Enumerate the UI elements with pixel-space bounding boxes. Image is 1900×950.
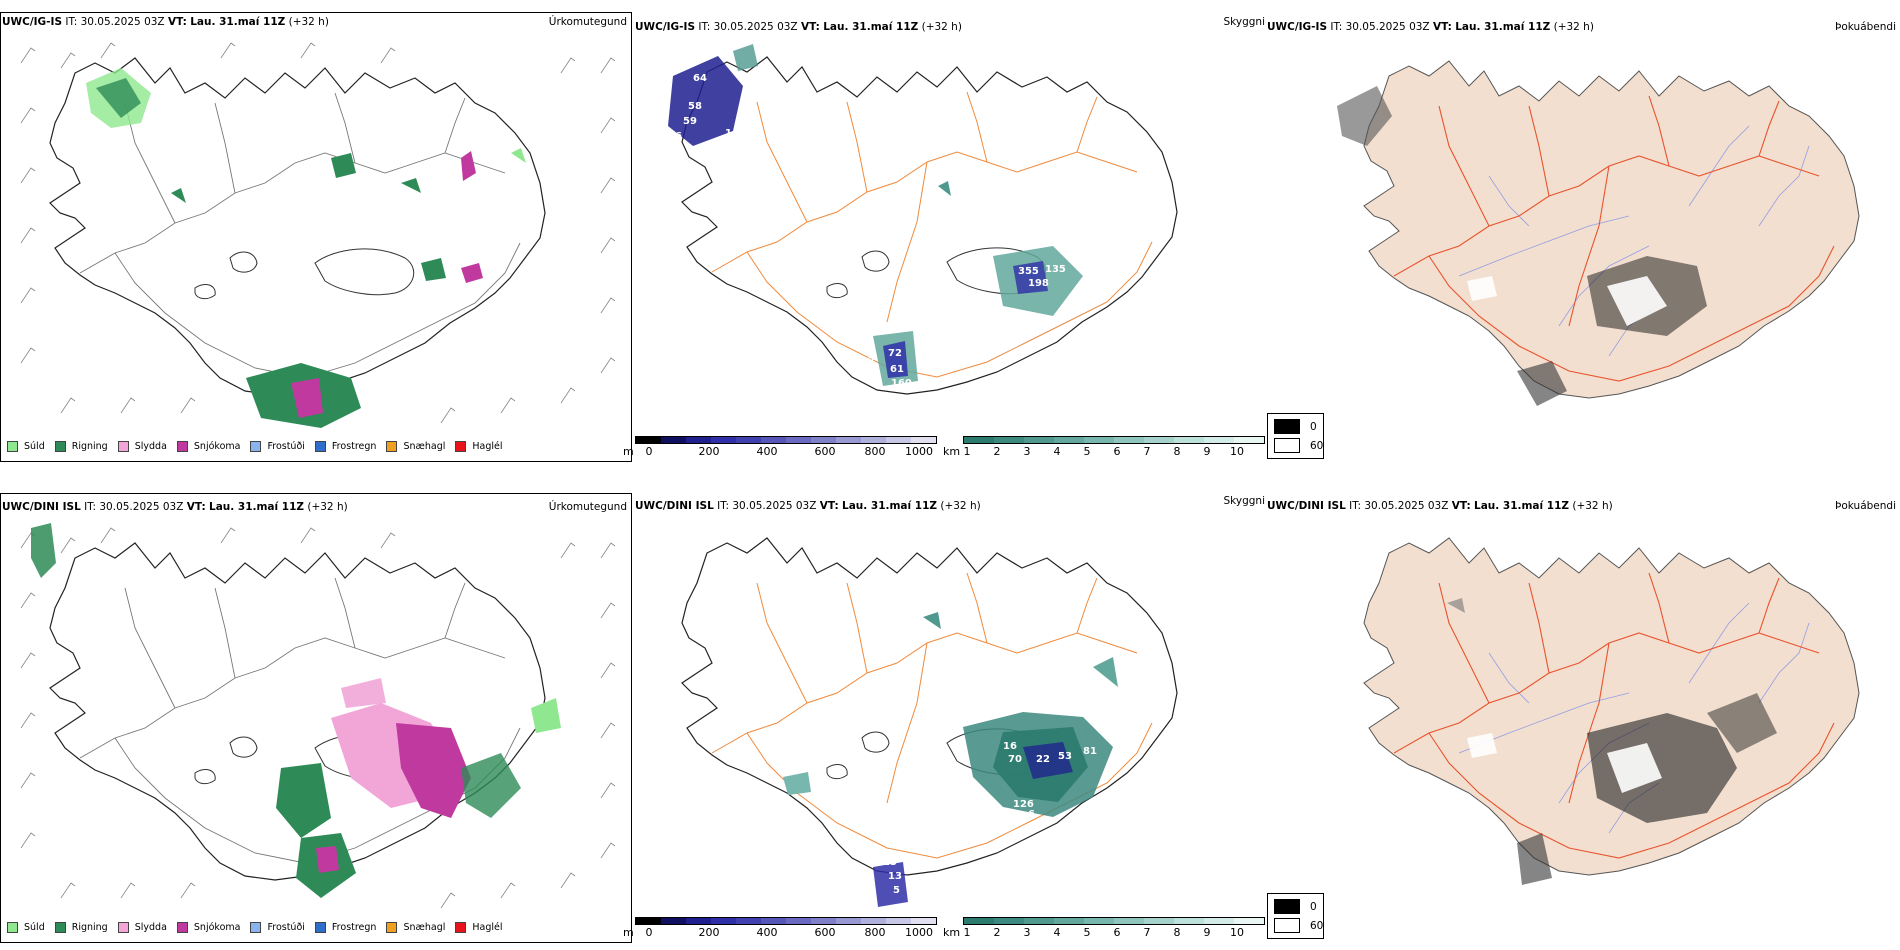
legend-item: Haglél [455,922,503,933]
visibility-unit: km [943,445,961,458]
visibility-panel-row1: UWC/IG-IS IT: 30.05.2025 03Z VT: Lau. 31… [623,12,1266,462]
legend-swatch [314,441,326,452]
precip-areas [31,523,561,898]
panel-header: UWC/IG-IS IT: 30.05.2025 03Z VT: Lau. 31… [635,21,962,33]
cell-label: 58 [688,101,702,112]
cell-label: 5 [893,885,900,896]
legend-item: Snjókoma [176,922,240,933]
cell-label: 6 [675,131,682,142]
fog-map [1267,513,1900,885]
fog-panel-row2: UWC/DINI ISL IT: 30.05.2025 03Z VT: Lau.… [1267,493,1900,893]
fog-map [1337,36,1900,406]
visibility-colorbar: km 1 2 3 4 5 6 7 8 9 10 [943,436,1265,458]
visibility-unit: km [943,926,961,939]
precip-panel-row2: UWC/DINI ISL IT: 30.05.2025 03Z VT: Lau.… [0,493,632,943]
legend-swatch [250,922,262,933]
legend-item: Haglél [455,441,503,452]
cell-label: 16 [1003,741,1017,752]
legend-swatch [250,441,262,452]
legend-swatch [176,922,188,933]
legend-item: Frostúði [250,441,305,452]
cell-label: 126 [1013,799,1034,810]
fog-legend-row2: 0 60 [1267,893,1324,939]
panel-header: UWC/IG-IS IT: 30.05.2025 03Z VT: Lau. 31… [1267,21,1594,33]
cell-label: 7 [868,356,875,367]
legend-swatch [386,922,398,933]
cell-label: 70 [1008,754,1022,765]
cell-label: 53 [1058,751,1072,762]
fog-panel-row1: UWC/IG-IS IT: 30.05.2025 03Z VT: Lau. 31… [1267,12,1900,412]
legend-swatch [117,441,129,452]
cell-label: 56 [978,677,992,688]
fog-areas [1337,86,1707,406]
precip-map [20,42,616,428]
fog-title: Þokuábendi [1835,500,1896,512]
cell-label: 160 [891,378,912,389]
legend-item: Rigning [54,441,108,452]
precip-legend: Súld Rigning Slydda Snjókoma Frostúði Fr… [7,922,503,933]
cell-label: 13 [888,871,902,882]
legend-item: Slydda [117,922,167,933]
precip-legend: Súld Rigning Slydda Snjókoma Frostúði Fr… [7,441,503,452]
cloudbase-colorbar: m 0 200 400 600 800 1000 [623,917,937,939]
legend-swatch [455,922,467,933]
panel-header: UWC/DINI ISL IT: 30.05.2025 03Z VT: Lau.… [635,500,981,512]
fog-areas [1447,598,1777,885]
fog-title: Þokuábendi [1835,21,1896,33]
cell-label: 22 [1036,754,1050,765]
legend-item: Snæhagl [386,922,445,933]
cell-label: 59 [683,116,697,127]
legend-item: Frostúði [250,922,305,933]
cloud-cells [783,612,1118,907]
cell-label: 198 [1028,278,1049,289]
legend-item: Súld [7,922,45,933]
cell-labels: 64 58 59 6 355 135 198 72 61 160 7 1 [675,73,1066,389]
legend-swatch [54,441,66,452]
legend-item: Frostregn [314,441,376,452]
cell-label: 1 [725,128,732,139]
legend-item: Frostregn [314,922,376,933]
legend-item: Snjókoma [176,441,240,452]
visibility-map: 64 58 59 6 355 135 198 72 61 160 7 1 [668,44,1263,436]
cell-label: 61 [890,364,904,375]
legend-item: Súld [7,441,45,452]
panel-header: UWC/IG-IS IT: 30.05.2025 03Z VT: Lau. 31… [2,16,329,28]
visibility-colorbar: km 1 2 3 4 5 6 7 8 9 10 [943,917,1265,939]
cloudbase-colorbar: m 0 200 400 600 800 1000 [623,436,937,458]
visibility-map: 56 16 70 22 53 81 126 6 25 13 5 [633,517,1263,907]
cell-label: 72 [888,348,902,359]
legend-swatch [455,441,467,452]
cloud-cells [668,44,1083,386]
legend-swatch [7,441,18,452]
cloudbase-unit: m [623,445,634,458]
cell-label: 355 [1018,266,1039,277]
legend-swatch [386,441,398,452]
cell-label: 135 [1045,264,1066,275]
legend-item: Rigning [54,922,108,933]
legend-item: Slydda [117,441,167,452]
cell-label: 81 [1083,746,1097,757]
cloudbase-unit: m [623,926,634,939]
panel-header: UWC/DINI ISL IT: 30.05.2025 03Z VT: Lau.… [1267,500,1613,512]
legend-swatch [54,922,66,933]
precip-title: Úrkomutegund [548,16,627,28]
cell-label: 6 [1028,809,1035,820]
cell-labels: 56 16 70 22 53 81 126 6 25 13 5 [883,677,1097,896]
precip-title: Úrkomutegund [548,501,627,513]
visibility-panel-row2: UWC/DINI ISL IT: 30.05.2025 03Z VT: Lau.… [623,493,1266,943]
visibility-title: Skyggni [1223,16,1266,28]
legend-swatch [7,922,18,933]
legend-item: Snæhagl [386,441,445,452]
legend-swatch [314,922,326,933]
legend-swatch [117,922,129,933]
precip-panel-row1: UWC/IG-IS IT: 30.05.2025 03Z VT: Lau. 31… [0,12,632,462]
precip-areas [86,68,526,428]
precip-map [20,523,616,909]
cell-label: 25 [883,857,897,868]
cell-label: 64 [693,73,707,84]
panel-header: UWC/DINI ISL IT: 30.05.2025 03Z VT: Lau.… [2,501,348,513]
fog-legend-row1: 0 60 [1267,413,1324,459]
legend-swatch [176,441,188,452]
visibility-title: Skyggni [1223,495,1266,507]
